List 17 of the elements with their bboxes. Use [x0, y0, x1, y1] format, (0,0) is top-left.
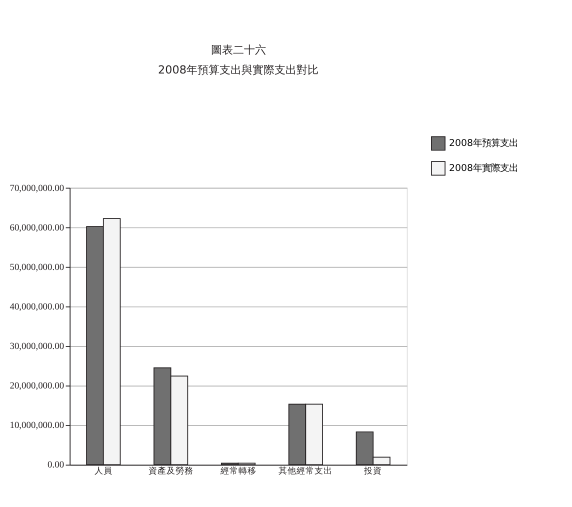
- y-tick-label: 50,000,000.00: [10, 262, 64, 273]
- y-tick-label: 10,000,000.00: [10, 421, 64, 432]
- y-tick-label: 30,000,000.00: [10, 342, 64, 352]
- y-tick-label: 60,000,000.00: [10, 223, 64, 234]
- x-tick-label: 投資: [363, 466, 382, 477]
- chart-title: 圖表二十六: [210, 44, 266, 57]
- x-tick-label: 人員: [94, 466, 112, 477]
- chart-subtitle: 2008年預算支出與實際支出對比: [158, 63, 318, 76]
- y-tick-label: 0.00: [48, 460, 64, 471]
- legend-label: 2008年預算支出: [449, 138, 518, 150]
- x-tick-label: 經常轉移: [219, 466, 256, 477]
- x-tick-label: 資產及勞務: [148, 466, 194, 477]
- y-tick-label: 70,000,000.00: [10, 184, 64, 194]
- legend-label: 2008年實際支出: [449, 162, 518, 174]
- x-tick-label: 其他經常支出: [278, 466, 333, 477]
- y-tick-label: 20,000,000.00: [10, 382, 64, 392]
- y-tick-label: 40,000,000.00: [10, 302, 64, 312]
